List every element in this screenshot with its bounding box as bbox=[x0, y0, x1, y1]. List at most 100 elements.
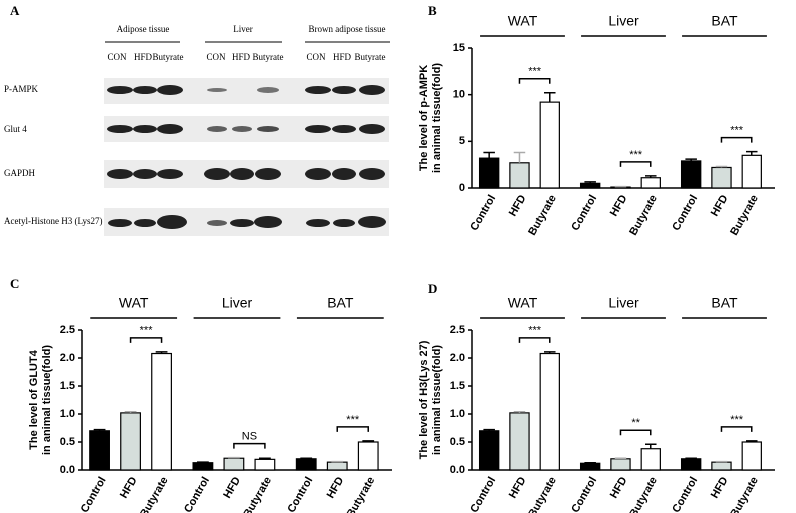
significance-label: *** bbox=[528, 325, 542, 337]
error-bar bbox=[584, 181, 596, 184]
y-tick-label: 0.5 bbox=[450, 436, 465, 448]
x-tick-label: Butyrate bbox=[627, 475, 660, 513]
x-tick-label: HFD bbox=[118, 475, 140, 501]
x-tick-label: Butyrate bbox=[627, 193, 660, 238]
x-tick-label: Control bbox=[468, 475, 498, 513]
error-bar bbox=[300, 457, 313, 459]
significance-label: *** bbox=[140, 325, 154, 337]
lane-label: CON bbox=[306, 52, 326, 62]
bar bbox=[478, 157, 500, 189]
bar bbox=[192, 462, 214, 471]
error-bar bbox=[124, 411, 137, 413]
bar bbox=[509, 162, 530, 189]
y-axis-label: The level of H3(Lys 27) bbox=[418, 340, 430, 459]
x-tick-label: Butyrate bbox=[728, 475, 761, 513]
error-bar bbox=[483, 428, 495, 431]
error-bar bbox=[362, 440, 375, 442]
x-tick-label: Control bbox=[670, 475, 700, 513]
x-tick-label: HFD bbox=[507, 193, 529, 219]
bar bbox=[539, 101, 560, 189]
blot-strips bbox=[104, 78, 389, 236]
group-label: WAT bbox=[508, 295, 538, 311]
group-label: WAT bbox=[119, 295, 149, 311]
significance-label: NS bbox=[242, 431, 257, 443]
significance-bracket bbox=[129, 337, 163, 343]
bar bbox=[741, 154, 762, 189]
y-tick-label: 2.5 bbox=[450, 324, 465, 336]
x-tick-label: Control bbox=[285, 475, 315, 513]
x-tick-label: Butyrate bbox=[345, 475, 378, 513]
significance-label: *** bbox=[730, 414, 744, 426]
bar bbox=[151, 352, 172, 471]
tissue-label: Adipose tissue bbox=[117, 24, 170, 34]
x-tick-label: Control bbox=[468, 193, 498, 233]
significance-bracket bbox=[336, 426, 369, 432]
lane-label: CON bbox=[107, 52, 127, 62]
group-label: BAT bbox=[711, 295, 738, 311]
y-axis-label: in animal tissue(fold) bbox=[431, 63, 443, 173]
group-label: BAT bbox=[711, 13, 738, 29]
error-bar bbox=[331, 460, 344, 463]
error-bar bbox=[715, 460, 728, 463]
error-bar bbox=[584, 461, 596, 464]
y-tick-label: 1.0 bbox=[450, 408, 465, 420]
x-tick-label: Butyrate bbox=[526, 193, 559, 238]
bar bbox=[478, 430, 500, 471]
bar bbox=[640, 177, 661, 189]
lane-label: Butyrate bbox=[153, 52, 184, 62]
bar bbox=[223, 457, 245, 471]
y-axis-label: in animal tissue(fold) bbox=[431, 345, 443, 455]
x-tick-label: HFD bbox=[608, 193, 630, 219]
group-label: Liver bbox=[222, 295, 253, 311]
x-tick-label: Control bbox=[79, 475, 109, 513]
group-label: BAT bbox=[327, 295, 354, 311]
significance-label: *** bbox=[528, 66, 542, 78]
panel-label: C bbox=[10, 276, 19, 291]
x-tick-label: Butyrate bbox=[138, 475, 171, 513]
panel-label: D bbox=[428, 281, 437, 296]
blot-panel: A Adipose tissue Liver Brown adipose tis… bbox=[4, 3, 390, 236]
error-bar bbox=[93, 428, 106, 431]
tissue-label: Brown adipose tissue bbox=[309, 24, 386, 34]
significance-bracket bbox=[233, 442, 266, 449]
error-bar bbox=[645, 175, 657, 178]
error-bar bbox=[685, 158, 697, 161]
error-bar bbox=[645, 443, 657, 449]
y-tick-label: 2.0 bbox=[450, 352, 465, 364]
x-tick-label: Control bbox=[569, 475, 599, 513]
significance-label: *** bbox=[629, 149, 643, 161]
bar bbox=[711, 166, 732, 189]
y-tick-label: 0.0 bbox=[450, 464, 465, 476]
x-tick-label: HFD bbox=[325, 475, 347, 501]
x-tick-label: Butyrate bbox=[526, 475, 559, 513]
error-bar bbox=[513, 411, 526, 413]
group-label: WAT bbox=[508, 13, 538, 29]
lane-label: CON bbox=[206, 52, 226, 62]
significance-bracket bbox=[720, 426, 753, 432]
group-label: Liver bbox=[608, 295, 639, 311]
significance-label: ** bbox=[631, 417, 640, 429]
error-bar bbox=[483, 151, 495, 159]
significance-label: *** bbox=[346, 414, 360, 426]
significance-bracket bbox=[518, 337, 551, 343]
row-label: Glut 4 bbox=[4, 124, 27, 134]
error-bar bbox=[685, 457, 697, 459]
x-tick-label: Butyrate bbox=[728, 193, 761, 238]
error-bar bbox=[544, 92, 556, 103]
error-bar bbox=[746, 150, 758, 156]
bar bbox=[579, 462, 601, 471]
y-tick-label: 0.0 bbox=[60, 464, 75, 476]
y-axis-label: in animal tissue(fold) bbox=[41, 345, 53, 455]
x-tick-label: Control bbox=[182, 475, 212, 513]
error-bar bbox=[197, 461, 209, 463]
bar bbox=[711, 461, 732, 471]
row-label: Acetyl-Histone H3 (Lys27) bbox=[4, 216, 102, 226]
y-tick-label: 0 bbox=[459, 182, 465, 194]
bar bbox=[120, 412, 141, 471]
bar bbox=[326, 461, 348, 471]
y-tick-label: 15 bbox=[453, 42, 465, 54]
bar bbox=[741, 441, 762, 471]
error-bar bbox=[228, 456, 240, 459]
error-bar bbox=[155, 351, 168, 354]
